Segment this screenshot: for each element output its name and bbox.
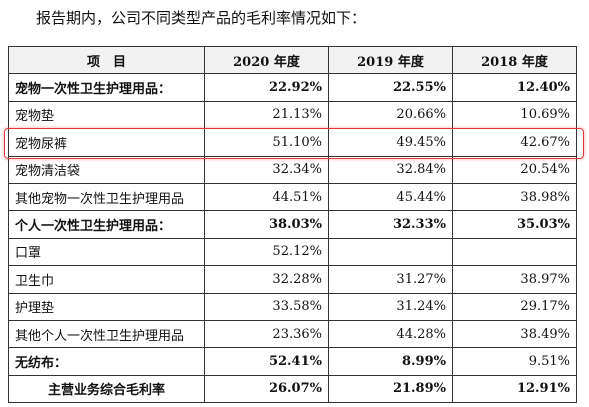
row-label: 宠物尿裤 [8, 128, 205, 157]
cell-2020: 38.03% [204, 210, 329, 239]
row-label: 宠物垫 [8, 100, 205, 130]
table-row: 口罩 52.12% [8, 237, 577, 267]
cell-2019: 8.99% [328, 347, 453, 376]
cell-2018: 12.40% [452, 73, 577, 102]
cell-2018: 20.54% [452, 155, 577, 184]
cell-2020: 22.92% [204, 73, 329, 102]
row-label: 无纺布： [8, 347, 205, 376]
table-row: 宠物一次性卫生护理用品： 22.92% 22.55% 12.40% [8, 73, 577, 102]
cell-2020: 52.12% [204, 237, 329, 267]
cell-2018: 38.97% [452, 265, 577, 294]
row-label: 宠物清洁袋 [8, 155, 205, 184]
cell-2019: 32.84% [328, 155, 453, 184]
row-label: 个人一次性卫生护理用品： [8, 210, 205, 239]
cell-2020: 32.28% [204, 265, 329, 294]
cell-2020: 26.07% [204, 374, 329, 404]
cell-2018: 12.91% [452, 374, 577, 404]
cell-2019: 31.24% [328, 292, 453, 321]
table-row: 宠物垫 21.13% 20.66% 10.69% [8, 100, 577, 130]
cell-2018 [452, 237, 577, 267]
table-row-total: 主营业务综合毛利率 26.07% 21.89% 12.91% [8, 374, 577, 404]
cell-2019: 32.33% [328, 210, 453, 239]
row-label: 宠物一次性卫生护理用品： [8, 73, 205, 102]
table-row: 其他宠物一次性卫生护理用品 44.51% 45.44% 38.98% [8, 182, 577, 212]
table-row: 宠物清洁袋 32.34% 32.84% 20.54% [8, 155, 577, 184]
cell-2019: 20.66% [328, 100, 453, 130]
cell-2018: 35.03% [452, 210, 577, 239]
cell-2019: 22.55% [328, 73, 453, 102]
header-2018: 2018 年度 [452, 45, 577, 75]
header-2020: 2020 年度 [204, 45, 329, 75]
table-header-row: 项 目 2020 年度 2019 年度 2018 年度 [8, 45, 577, 75]
gross-margin-table: 项 目 2020 年度 2019 年度 2018 年度 宠物一次性卫生护理用品：… [8, 45, 577, 404]
cell-2018: 9.51% [452, 347, 577, 376]
table-row: 其他个人一次性卫生护理用品 23.36% 44.28% 38.49% [8, 319, 577, 349]
cell-2020: 23.36% [204, 319, 329, 349]
row-label: 护理垫 [8, 292, 205, 321]
cell-2018: 10.69% [452, 100, 577, 130]
cell-2018: 38.49% [452, 319, 577, 349]
cell-2020: 44.51% [204, 182, 329, 212]
table-row: 无纺布： 52.41% 8.99% 9.51% [8, 347, 577, 376]
row-label: 其他个人一次性卫生护理用品 [8, 319, 205, 349]
cell-2019: 49.45% [328, 128, 453, 157]
cell-2019: 21.89% [328, 374, 453, 404]
cell-2020: 21.13% [204, 100, 329, 130]
intro-text: 报告期内，公司不同类型产品的毛利率情况如下： [36, 9, 367, 27]
cell-2020: 52.41% [204, 347, 329, 376]
cell-2020: 32.34% [204, 155, 329, 184]
cell-2019 [328, 237, 453, 267]
row-label: 卫生巾 [8, 265, 205, 294]
cell-2018: 42.67% [452, 128, 577, 157]
cell-2018: 29.17% [452, 292, 577, 321]
table-row-highlighted: 宠物尿裤 51.10% 49.45% 42.67% [8, 128, 577, 157]
header-2019: 2019 年度 [328, 45, 453, 75]
table-row: 护理垫 33.58% 31.24% 29.17% [8, 292, 577, 321]
cell-2019: 45.44% [328, 182, 453, 212]
cell-2019: 44.28% [328, 319, 453, 349]
row-label: 口罩 [8, 237, 205, 267]
cell-2020: 51.10% [204, 128, 329, 157]
table-row: 个人一次性卫生护理用品： 38.03% 32.33% 35.03% [8, 210, 577, 239]
cell-2018: 38.98% [452, 182, 577, 212]
cell-2019: 31.27% [328, 265, 453, 294]
header-item: 项 目 [8, 45, 205, 75]
cell-2020: 33.58% [204, 292, 329, 321]
row-label: 其他宠物一次性卫生护理用品 [8, 182, 205, 212]
row-label: 主营业务综合毛利率 [8, 374, 205, 404]
table-row: 卫生巾 32.28% 31.27% 38.97% [8, 265, 577, 294]
